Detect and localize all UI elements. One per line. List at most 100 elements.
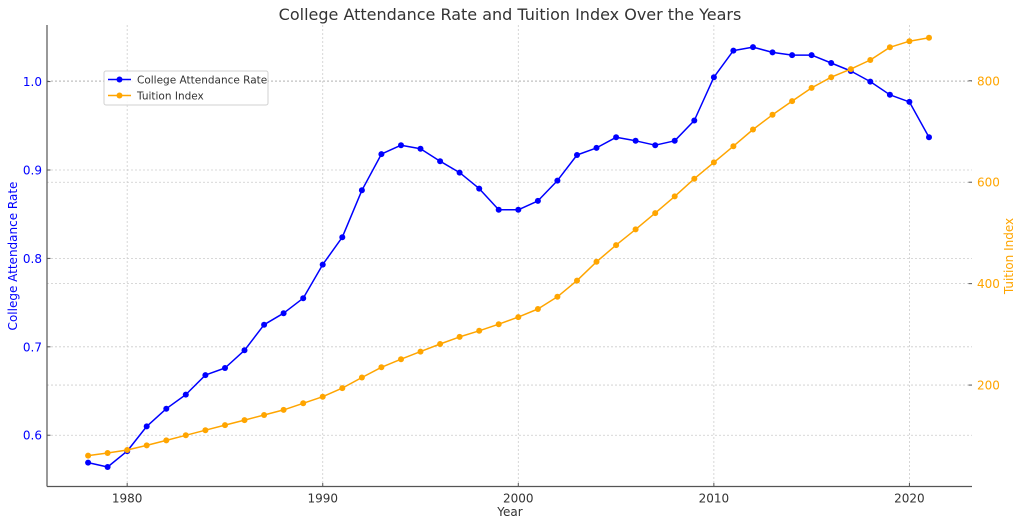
data-point-tuition-index bbox=[241, 417, 248, 424]
data-point-tuition-index bbox=[456, 333, 463, 340]
data-point-college-attendance-rate bbox=[378, 151, 385, 158]
x-tick-label: 1990 bbox=[307, 492, 338, 506]
data-point-tuition-index bbox=[437, 341, 444, 347]
data-point-college-attendance-rate bbox=[456, 169, 463, 176]
y-left-tick-label: 0.6 bbox=[23, 429, 42, 443]
y-right-axis-label: Tuition Index bbox=[1002, 218, 1016, 295]
data-point-college-attendance-rate bbox=[163, 405, 170, 412]
x-axis-label: Year bbox=[496, 505, 522, 519]
data-point-tuition-index bbox=[339, 385, 346, 392]
data-point-tuition-index bbox=[300, 400, 307, 407]
y-left-tick-label: 1.0 bbox=[23, 75, 42, 89]
data-point-college-attendance-rate bbox=[437, 158, 444, 165]
data-point-tuition-index bbox=[808, 84, 815, 91]
data-point-tuition-index bbox=[495, 321, 502, 328]
data-point-tuition-index bbox=[417, 348, 424, 355]
data-point-college-attendance-rate bbox=[143, 423, 150, 430]
data-point-college-attendance-rate bbox=[534, 197, 541, 204]
data-point-college-attendance-rate bbox=[632, 137, 639, 144]
data-point-tuition-index bbox=[710, 159, 717, 166]
data-point-tuition-index bbox=[182, 432, 189, 439]
y-left-axis-ticks: 0.6 0.7 0.8 0.9 1.0 bbox=[23, 75, 51, 443]
data-point-tuition-index bbox=[613, 242, 620, 249]
data-point-tuition-index bbox=[358, 374, 365, 381]
data-point-college-attendance-rate bbox=[280, 310, 287, 317]
data-point-tuition-index bbox=[398, 356, 404, 363]
y-left-tick-label: 0.9 bbox=[23, 163, 42, 177]
data-point-college-attendance-rate bbox=[886, 91, 893, 98]
data-point-tuition-index bbox=[671, 193, 678, 200]
legend-box bbox=[103, 70, 269, 106]
data-point-college-attendance-rate bbox=[476, 185, 483, 192]
x-tick-label: 2000 bbox=[503, 492, 534, 506]
data-point-college-attendance-rate bbox=[652, 142, 659, 149]
data-point-tuition-index bbox=[319, 393, 326, 400]
data-point-college-attendance-rate bbox=[671, 137, 678, 144]
data-point-tuition-index bbox=[261, 412, 268, 418]
data-point-tuition-index bbox=[632, 226, 639, 233]
data-point-college-attendance-rate bbox=[808, 52, 815, 59]
data-point-tuition-index bbox=[906, 38, 913, 45]
data-point-tuition-index bbox=[730, 143, 737, 150]
data-point-tuition-index bbox=[476, 327, 483, 334]
y-right-tick-label: 600 bbox=[977, 176, 1000, 190]
data-point-college-attendance-rate bbox=[906, 98, 913, 105]
legend-label-tuition: Tuition Index bbox=[136, 91, 204, 103]
chart-title: College Attendance Rate and Tuition Inde… bbox=[279, 5, 742, 24]
data-point-college-attendance-rate bbox=[85, 459, 92, 466]
data-point-tuition-index bbox=[593, 258, 600, 265]
data-point-tuition-index bbox=[926, 34, 932, 41]
data-point-college-attendance-rate bbox=[828, 60, 835, 66]
y-right-tick-label: 200 bbox=[977, 379, 1000, 393]
data-point-tuition-index bbox=[202, 427, 209, 434]
data-point-tuition-index bbox=[378, 364, 385, 371]
y-right-tick-label: 400 bbox=[977, 277, 1000, 291]
legend: College Attendance Rate Tuition Index bbox=[103, 70, 269, 106]
legend-marker-tuition bbox=[116, 92, 123, 99]
data-point-tuition-index bbox=[534, 306, 541, 312]
data-point-college-attendance-rate bbox=[515, 206, 522, 213]
data-point-college-attendance-rate bbox=[730, 47, 737, 54]
data-point-college-attendance-rate bbox=[495, 206, 502, 213]
data-point-tuition-index bbox=[691, 175, 698, 182]
data-point-tuition-index bbox=[222, 422, 228, 429]
data-point-tuition-index bbox=[867, 57, 874, 63]
data-point-college-attendance-rate bbox=[241, 347, 248, 354]
data-point-college-attendance-rate bbox=[769, 49, 776, 56]
data-point-college-attendance-rate bbox=[926, 134, 932, 141]
data-point-college-attendance-rate bbox=[202, 372, 209, 379]
data-point-tuition-index bbox=[769, 111, 776, 118]
data-point-college-attendance-rate bbox=[222, 365, 228, 371]
data-point-college-attendance-rate bbox=[339, 234, 346, 241]
data-point-tuition-index bbox=[104, 450, 111, 456]
legend-marker-attendance bbox=[116, 76, 123, 83]
x-tick-label: 2020 bbox=[894, 492, 925, 506]
data-point-college-attendance-rate bbox=[398, 142, 404, 149]
data-point-college-attendance-rate bbox=[319, 261, 326, 268]
y-left-axis-label: College Attendance Rate bbox=[6, 182, 20, 331]
data-point-college-attendance-rate bbox=[358, 187, 365, 194]
data-point-college-attendance-rate bbox=[182, 391, 189, 398]
x-axis-ticks: 1980 1990 2000 2010 2020 bbox=[112, 483, 925, 506]
series-college-attendance-rate bbox=[85, 44, 932, 470]
y-left-tick-label: 0.8 bbox=[23, 252, 42, 266]
y-left-tick-label: 0.7 bbox=[23, 340, 42, 354]
y-right-tick-label: 800 bbox=[977, 74, 1000, 88]
data-point-college-attendance-rate bbox=[593, 144, 600, 151]
data-point-college-attendance-rate bbox=[710, 74, 717, 81]
series-line-tuition-index bbox=[88, 36, 930, 457]
data-point-tuition-index bbox=[828, 74, 835, 81]
x-tick-label: 1980 bbox=[112, 492, 143, 506]
data-point-tuition-index bbox=[280, 406, 287, 413]
data-point-college-attendance-rate bbox=[789, 52, 796, 59]
data-point-tuition-index bbox=[85, 452, 92, 459]
series-tuition-index bbox=[85, 34, 932, 459]
data-point-college-attendance-rate bbox=[750, 44, 756, 51]
data-point-tuition-index bbox=[574, 277, 580, 284]
data-point-college-attendance-rate bbox=[261, 321, 268, 328]
data-point-college-attendance-rate bbox=[104, 464, 111, 470]
data-point-tuition-index bbox=[847, 66, 854, 73]
data-point-college-attendance-rate bbox=[867, 78, 874, 85]
data-point-tuition-index bbox=[124, 447, 131, 453]
data-point-tuition-index bbox=[750, 126, 756, 133]
